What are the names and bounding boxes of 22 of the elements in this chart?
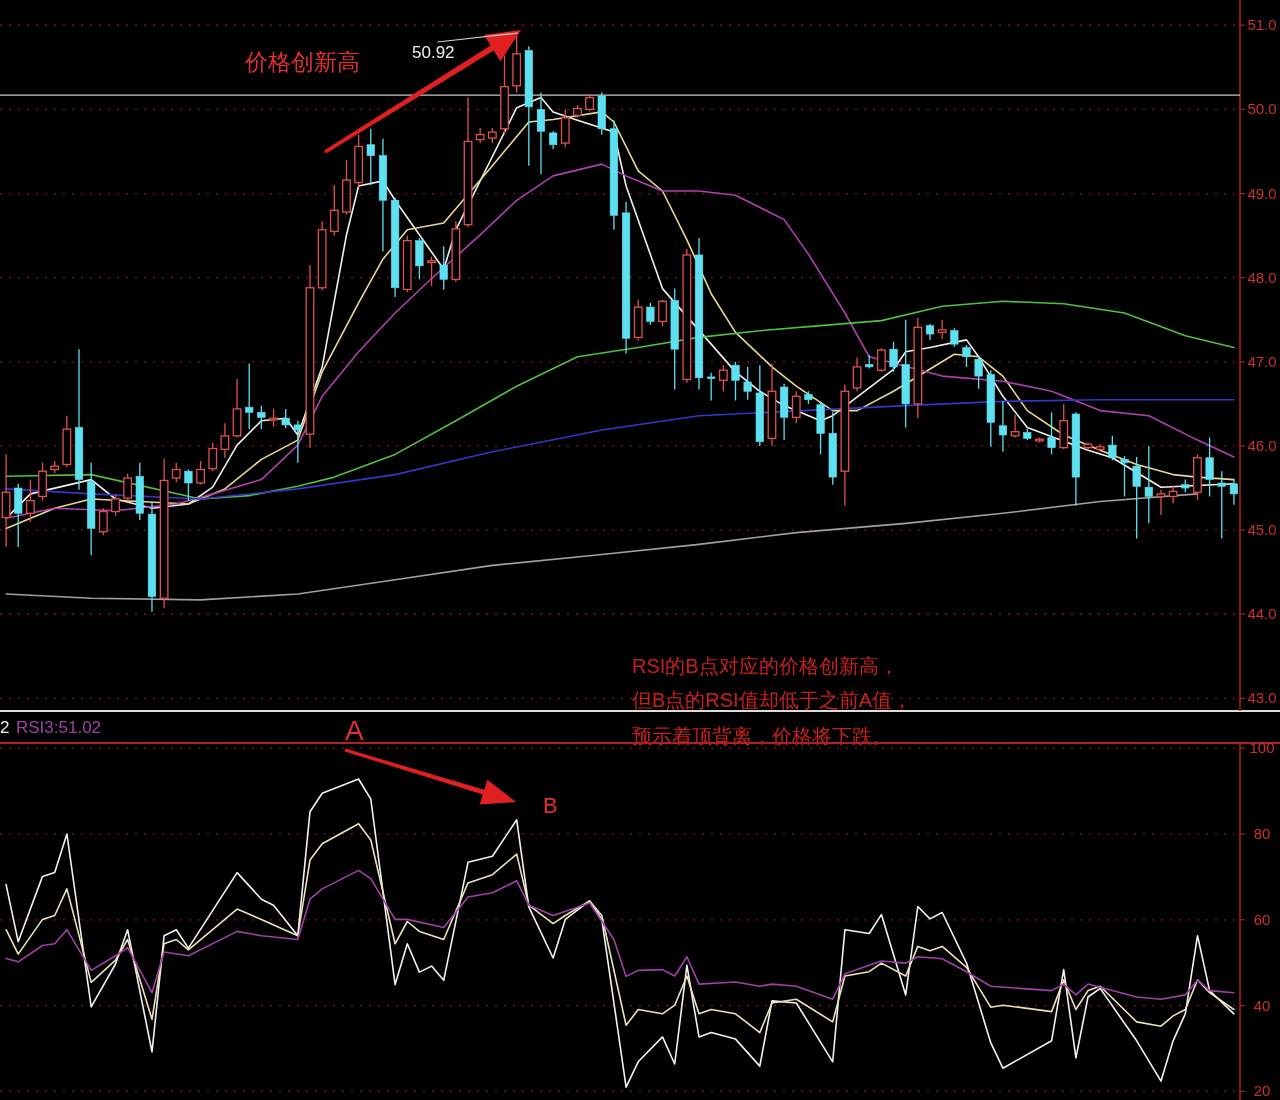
y-tick: 51.0: [1247, 16, 1277, 34]
annotation: 50.92: [412, 43, 455, 62]
y-tick: 60: [1253, 910, 1271, 928]
y-tick: 100: [1249, 739, 1275, 757]
y-tick: 43.0: [1247, 689, 1277, 707]
annotation: 但B点的RSI值却低于之前A值，: [632, 689, 913, 711]
y-tick: 46.0: [1247, 436, 1277, 454]
annotation: B: [543, 793, 558, 818]
y-tick: 48.0: [1247, 268, 1277, 286]
y-tick: 49.0: [1247, 184, 1277, 202]
y-tick: 50.0: [1247, 100, 1277, 118]
y-tick: 20: [1253, 1082, 1271, 1100]
y-tick: 45.0: [1247, 521, 1277, 539]
y-tick: 40: [1253, 996, 1271, 1014]
annotation: 2: [0, 718, 10, 737]
legend: RSI3:51.02: [16, 718, 102, 737]
annotation: RSI的B点对应的价格创新高，: [632, 655, 899, 677]
y-tick: 47.0: [1247, 352, 1277, 370]
y-tick: 44.0: [1247, 605, 1277, 623]
annotation: A: [345, 715, 364, 746]
annotation: 价格创新高: [245, 49, 360, 75]
y-tick: 80: [1253, 824, 1271, 842]
